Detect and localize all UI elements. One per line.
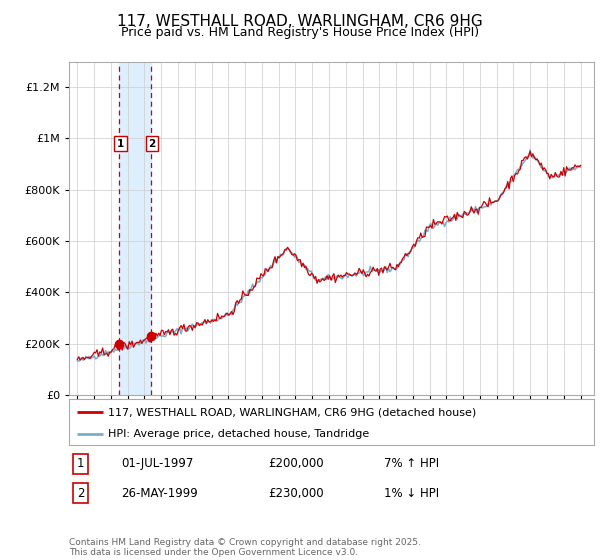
Text: HPI: Average price, detached house, Tandridge: HPI: Average price, detached house, Tand… <box>109 429 370 438</box>
Text: Contains HM Land Registry data © Crown copyright and database right 2025.
This d: Contains HM Land Registry data © Crown c… <box>69 538 421 557</box>
Text: 7% ↑ HPI: 7% ↑ HPI <box>384 457 439 470</box>
Text: 1: 1 <box>77 457 84 470</box>
Text: £200,000: £200,000 <box>269 457 324 470</box>
Text: 1: 1 <box>117 139 124 148</box>
Text: 117, WESTHALL ROAD, WARLINGHAM, CR6 9HG: 117, WESTHALL ROAD, WARLINGHAM, CR6 9HG <box>117 14 483 29</box>
Text: Price paid vs. HM Land Registry's House Price Index (HPI): Price paid vs. HM Land Registry's House … <box>121 26 479 39</box>
Text: 2: 2 <box>77 487 84 500</box>
Text: 2: 2 <box>148 139 155 148</box>
Text: 01-JUL-1997: 01-JUL-1997 <box>121 457 194 470</box>
Bar <box>119 62 151 395</box>
Text: 117, WESTHALL ROAD, WARLINGHAM, CR6 9HG (detached house): 117, WESTHALL ROAD, WARLINGHAM, CR6 9HG … <box>109 407 476 417</box>
Text: £230,000: £230,000 <box>269 487 324 500</box>
Text: 1% ↓ HPI: 1% ↓ HPI <box>384 487 439 500</box>
Text: 26-MAY-1999: 26-MAY-1999 <box>121 487 198 500</box>
